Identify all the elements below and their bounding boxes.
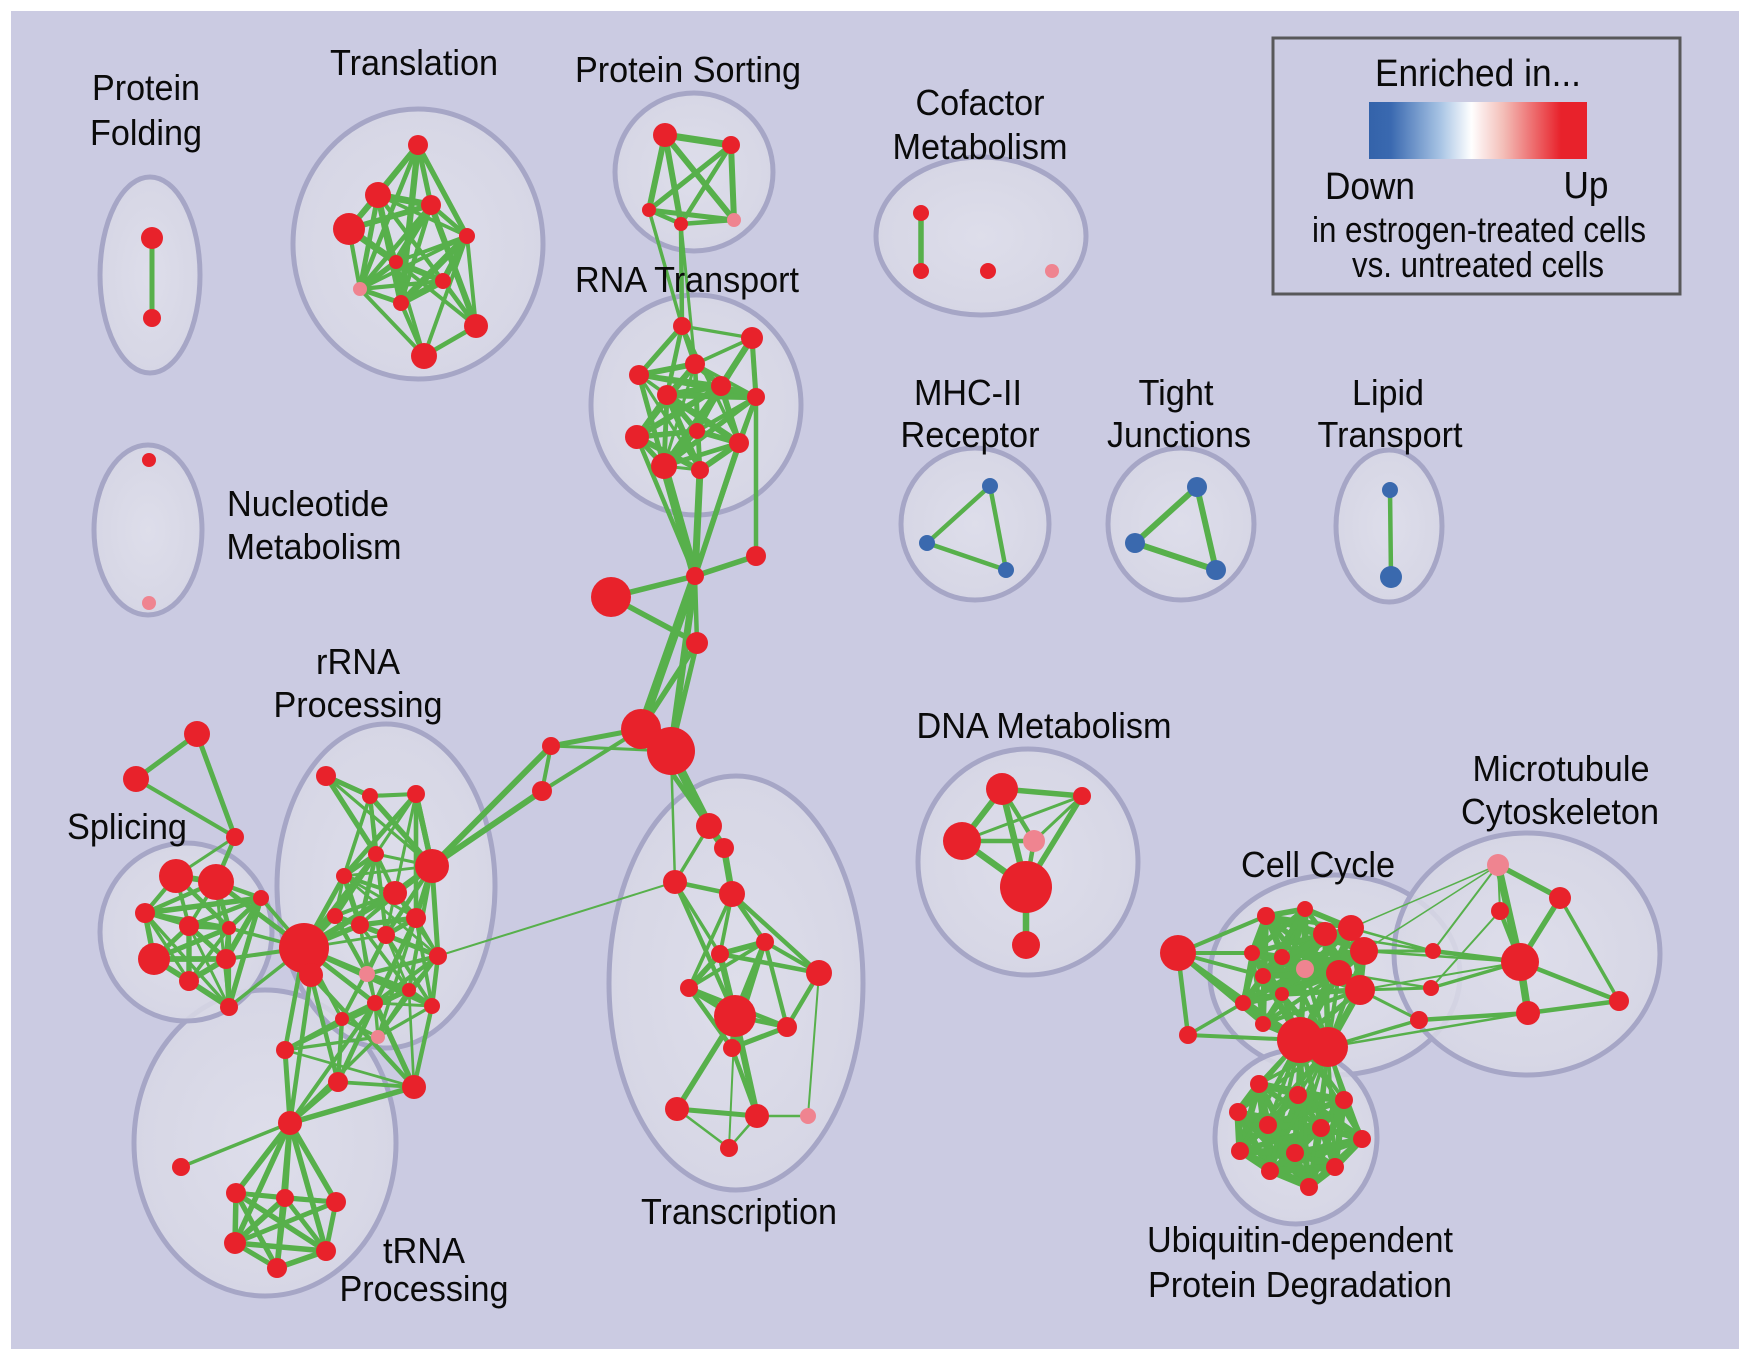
svg-text:Tight: Tight — [1139, 372, 1214, 413]
svg-text:Junctions: Junctions — [1107, 414, 1251, 455]
svg-text:in estrogen-treated cells: in estrogen-treated cells — [1312, 209, 1646, 250]
svg-text:Enriched in...: Enriched in... — [1375, 53, 1581, 95]
svg-text:Cell Cycle: Cell Cycle — [1241, 844, 1395, 885]
svg-text:Metabolism: Metabolism — [227, 526, 402, 567]
svg-text:Transport: Transport — [1318, 414, 1463, 455]
svg-text:Lipid: Lipid — [1352, 372, 1424, 413]
svg-text:Receptor: Receptor — [901, 414, 1040, 455]
svg-text:Splicing: Splicing — [67, 806, 187, 847]
svg-text:Folding: Folding — [90, 112, 202, 153]
svg-text:rRNA: rRNA — [316, 641, 400, 682]
svg-text:Up: Up — [1564, 165, 1609, 207]
svg-text:tRNA: tRNA — [383, 1230, 465, 1271]
svg-text:Ubiquitin-dependent: Ubiquitin-dependent — [1147, 1219, 1453, 1260]
svg-text:MHC-II: MHC-II — [914, 372, 1022, 413]
svg-text:Translation: Translation — [330, 42, 498, 83]
svg-text:Protein: Protein — [92, 67, 200, 108]
svg-text:Transcription: Transcription — [641, 1191, 837, 1232]
svg-text:Metabolism: Metabolism — [893, 126, 1068, 167]
svg-text:Nucleotide: Nucleotide — [227, 483, 389, 524]
svg-text:Cytoskeleton: Cytoskeleton — [1461, 791, 1659, 832]
svg-text:vs. untreated cells: vs. untreated cells — [1352, 244, 1604, 285]
svg-text:Protein Sorting: Protein Sorting — [575, 49, 801, 90]
svg-text:Protein Degradation: Protein Degradation — [1148, 1264, 1452, 1305]
svg-text:DNA Metabolism: DNA Metabolism — [917, 705, 1172, 746]
svg-text:Cofactor: Cofactor — [916, 82, 1045, 123]
svg-text:RNA Transport: RNA Transport — [575, 259, 799, 300]
svg-text:Processing: Processing — [340, 1268, 509, 1309]
svg-text:Microtubule: Microtubule — [1473, 748, 1650, 789]
svg-text:Down: Down — [1325, 166, 1415, 208]
svg-text:Processing: Processing — [274, 684, 443, 725]
